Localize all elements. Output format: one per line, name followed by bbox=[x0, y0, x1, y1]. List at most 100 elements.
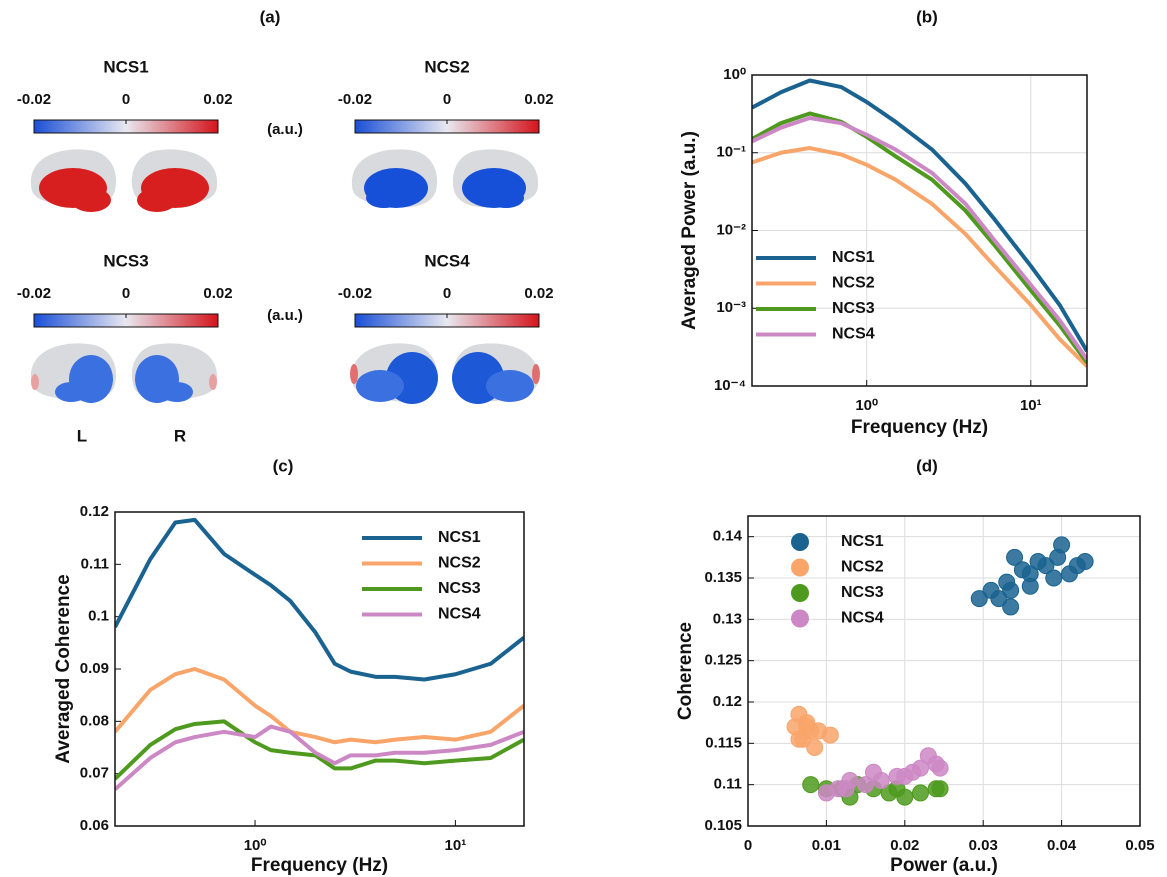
y-tick-label: 0.105 bbox=[704, 817, 742, 834]
panel-label: (a) bbox=[260, 7, 281, 26]
colorbar-tick-label: 0 bbox=[122, 91, 130, 108]
legend-label: NCS2 bbox=[832, 275, 875, 292]
y-tick-label: 10⁰ bbox=[723, 66, 746, 83]
x-tick-label: 0.04 bbox=[1047, 837, 1077, 854]
line bbox=[115, 517, 524, 682]
hemisphere-label: L bbox=[77, 426, 87, 445]
legend-label: NCS1 bbox=[438, 529, 481, 546]
panel-label: (d) bbox=[916, 456, 938, 475]
colorbar-tick-label: 0 bbox=[122, 285, 130, 302]
map-title: NCS1 bbox=[103, 57, 148, 76]
region bbox=[71, 188, 111, 212]
y-tick-label: 0.08 bbox=[80, 712, 109, 729]
x-tick-label: 10⁰ bbox=[244, 837, 267, 854]
point bbox=[1049, 548, 1067, 566]
axes-box bbox=[747, 515, 1141, 827]
plot-area bbox=[115, 511, 456, 827]
region bbox=[137, 188, 177, 212]
legend-label: NCS4 bbox=[841, 610, 884, 627]
colorbar-tick-label: -0.02 bbox=[338, 285, 372, 302]
x-tick-label: 0.02 bbox=[890, 837, 919, 854]
legend-label: NCS1 bbox=[841, 533, 884, 550]
y-tick-label: 0.125 bbox=[704, 652, 742, 669]
region bbox=[161, 382, 193, 402]
legend-label: NCS1 bbox=[832, 249, 875, 266]
x-axis-label: Frequency (Hz) bbox=[851, 417, 988, 438]
point bbox=[821, 726, 839, 744]
map-title: NCS3 bbox=[103, 251, 148, 270]
line bbox=[752, 146, 1087, 368]
colorbar-tick-label: -0.02 bbox=[17, 285, 51, 302]
hemisphere-label: R bbox=[174, 426, 186, 445]
legend-label: NCS2 bbox=[841, 559, 884, 576]
point bbox=[931, 780, 949, 798]
y-tick-label: 0.135 bbox=[704, 569, 742, 586]
y-tick-label: 0.11 bbox=[714, 776, 742, 793]
x-tick-label: 10¹ bbox=[445, 837, 467, 854]
legend-label: NCS3 bbox=[832, 300, 875, 317]
point bbox=[798, 714, 816, 732]
map-title: NCS2 bbox=[424, 57, 469, 76]
x-tick-label: 0.01 bbox=[812, 837, 841, 854]
marks bbox=[752, 78, 1087, 368]
y-axis-label: Averaged Coherence bbox=[53, 574, 74, 763]
x-tick-label: 10⁰ bbox=[855, 397, 878, 414]
legend-marker bbox=[791, 584, 809, 602]
x-axis-label: Power (a.u.) bbox=[890, 855, 998, 876]
point bbox=[857, 776, 875, 794]
legend-label: NCS2 bbox=[438, 555, 481, 572]
brain-renderings bbox=[30, 149, 540, 404]
point bbox=[1037, 557, 1055, 575]
legend-marker bbox=[791, 609, 809, 628]
colorbar-tick-label: 0.02 bbox=[203, 285, 232, 302]
colorbar-tick-label: -0.02 bbox=[17, 91, 51, 108]
y-tick-label: 0.07 bbox=[80, 765, 109, 782]
point bbox=[1002, 598, 1020, 616]
x-tick-label: 0.05 bbox=[1125, 837, 1154, 854]
legend-label: NCS3 bbox=[841, 584, 884, 601]
point bbox=[806, 738, 824, 756]
point bbox=[1076, 552, 1094, 570]
point bbox=[911, 759, 929, 777]
point bbox=[970, 590, 988, 608]
point bbox=[1045, 569, 1063, 587]
x-axis-label: Frequency (Hz) bbox=[251, 855, 388, 876]
y-tick-label: 0.13 bbox=[713, 610, 742, 627]
legend-label: NCS3 bbox=[438, 580, 481, 597]
y-tick-label: 0.12 bbox=[80, 503, 109, 520]
unit-label: (a.u.) bbox=[267, 121, 303, 138]
line bbox=[752, 78, 1087, 353]
point bbox=[990, 590, 1008, 608]
y-tick-label: 10⁻¹ bbox=[716, 144, 746, 161]
marks bbox=[786, 536, 1094, 806]
axes-box bbox=[751, 74, 1088, 387]
region bbox=[486, 370, 534, 402]
region bbox=[31, 374, 39, 390]
y-axis-label: Averaged Power (a.u.) bbox=[679, 131, 700, 330]
colorbar-tick-label: 0 bbox=[443, 285, 451, 302]
colorbar-tick-label: -0.02 bbox=[338, 91, 372, 108]
point bbox=[802, 776, 820, 794]
y-tick-label: 0.12 bbox=[713, 693, 742, 710]
y-tick-label: 0.06 bbox=[80, 817, 109, 834]
colorbar-tick-label: 0 bbox=[443, 91, 451, 108]
region bbox=[488, 188, 524, 208]
region bbox=[532, 364, 540, 384]
y-tick-label: 0.11 bbox=[81, 555, 109, 572]
line bbox=[115, 724, 524, 791]
y-tick-label: 0.115 bbox=[705, 734, 742, 751]
y-axis-label: Coherence bbox=[675, 622, 696, 720]
panel-label: (b) bbox=[916, 7, 938, 26]
line bbox=[752, 111, 1087, 364]
legend-marker bbox=[791, 558, 809, 577]
region bbox=[209, 374, 217, 390]
colorbar-tick-label: 0.02 bbox=[524, 91, 553, 108]
point bbox=[790, 730, 808, 748]
region bbox=[356, 370, 404, 402]
axes-box bbox=[114, 511, 525, 827]
region bbox=[55, 382, 87, 402]
colorbar-tick-label: 0.02 bbox=[203, 91, 232, 108]
line bbox=[115, 667, 524, 745]
legend-label: NCS4 bbox=[832, 326, 875, 343]
y-tick-label: 10⁻³ bbox=[716, 299, 746, 316]
